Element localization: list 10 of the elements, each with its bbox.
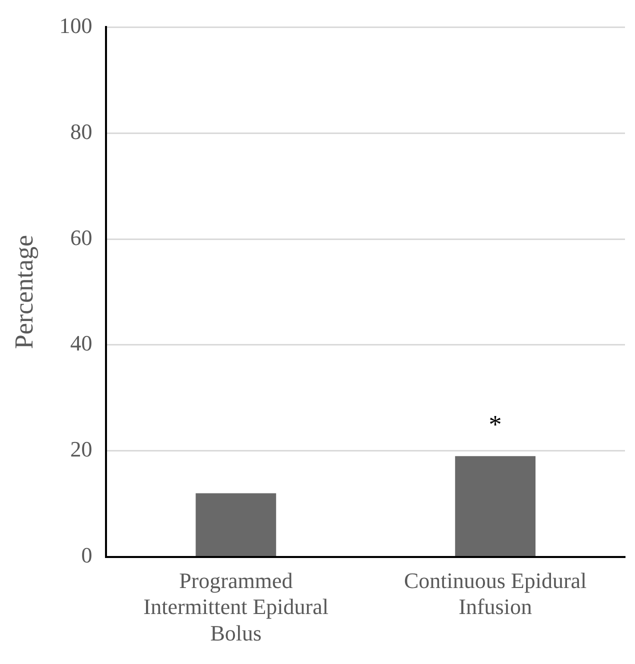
y-tick-label: 100: [59, 12, 92, 38]
annotation: *: [488, 410, 502, 440]
y-tick-label: 0: [81, 542, 92, 568]
y-tick-label: 40: [70, 330, 92, 356]
y-tick-label: 60: [70, 224, 92, 250]
y-tick-label: 80: [70, 118, 92, 144]
x-tick-label: Continuous Epidural Infusion: [404, 568, 587, 620]
x-tick-label: Programmed Intermittent Epidural Bolus: [143, 568, 328, 646]
y-axis-title: Percentage: [9, 234, 38, 350]
y-tick-label: 20: [70, 436, 92, 462]
